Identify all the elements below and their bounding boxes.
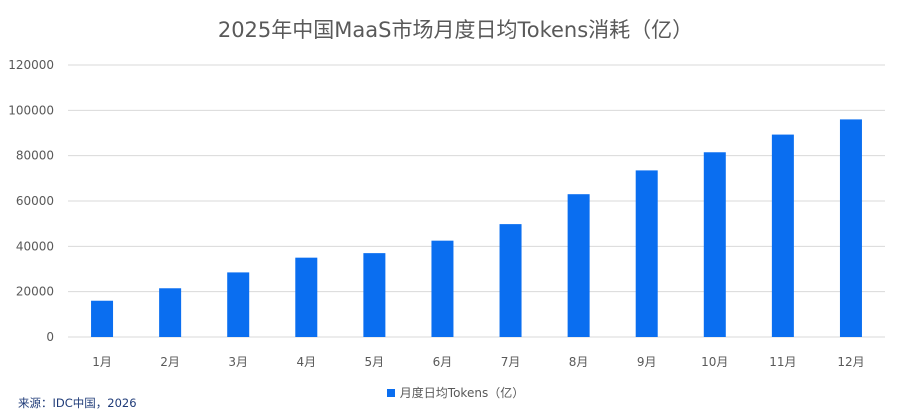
bar xyxy=(159,288,182,337)
legend-swatch xyxy=(386,389,395,397)
bar xyxy=(703,152,726,337)
gridlines xyxy=(68,64,885,338)
y-tick-label: 0 xyxy=(46,330,54,344)
bar xyxy=(567,194,590,337)
bars xyxy=(91,119,862,338)
x-tick-label: 4月 xyxy=(296,355,316,369)
x-tick-label: 12月 xyxy=(837,355,864,369)
y-tick-label: 100000 xyxy=(8,103,54,117)
x-tick-label: 11月 xyxy=(769,355,796,369)
y-tick-label: 60000 xyxy=(16,194,54,208)
legend: 月度日均Tokens（亿） xyxy=(0,384,911,401)
source-note: 来源：IDC中国，2026 xyxy=(18,396,137,410)
y-tick-label: 40000 xyxy=(16,239,54,253)
bar xyxy=(431,240,454,337)
y-tick-label: 20000 xyxy=(16,285,54,299)
x-tick-label: 1月 xyxy=(92,355,112,369)
y-tick-label: 120000 xyxy=(8,58,54,72)
y-tick-label: 80000 xyxy=(16,149,54,163)
bar xyxy=(363,253,386,337)
bar xyxy=(499,224,522,337)
bar xyxy=(771,134,794,337)
legend-label: 月度日均Tokens（亿） xyxy=(399,386,525,400)
x-tick-label: 8月 xyxy=(569,355,589,369)
bar xyxy=(91,300,114,337)
bar xyxy=(295,257,318,337)
x-axis-ticks: 1月 2月 3月 4月 5月 6月 7月 8月 9月 10月 11月 12月 xyxy=(92,355,864,369)
chart-title: 2025年中国MaaS市场月度日均Tokens消耗（亿） xyxy=(217,18,694,42)
x-tick-label: 6月 xyxy=(433,355,453,369)
x-tick-label: 2月 xyxy=(160,355,180,369)
y-axis-ticks: 0 20000 40000 60000 80000 100000 120000 xyxy=(8,58,54,344)
bar xyxy=(635,170,658,337)
x-tick-label: 5月 xyxy=(365,355,385,369)
x-tick-label: 9月 xyxy=(637,355,657,369)
bar xyxy=(839,119,862,338)
x-tick-label: 3月 xyxy=(228,355,248,369)
x-tick-label: 10月 xyxy=(701,355,728,369)
bar xyxy=(227,272,250,337)
x-tick-label: 7月 xyxy=(501,355,521,369)
